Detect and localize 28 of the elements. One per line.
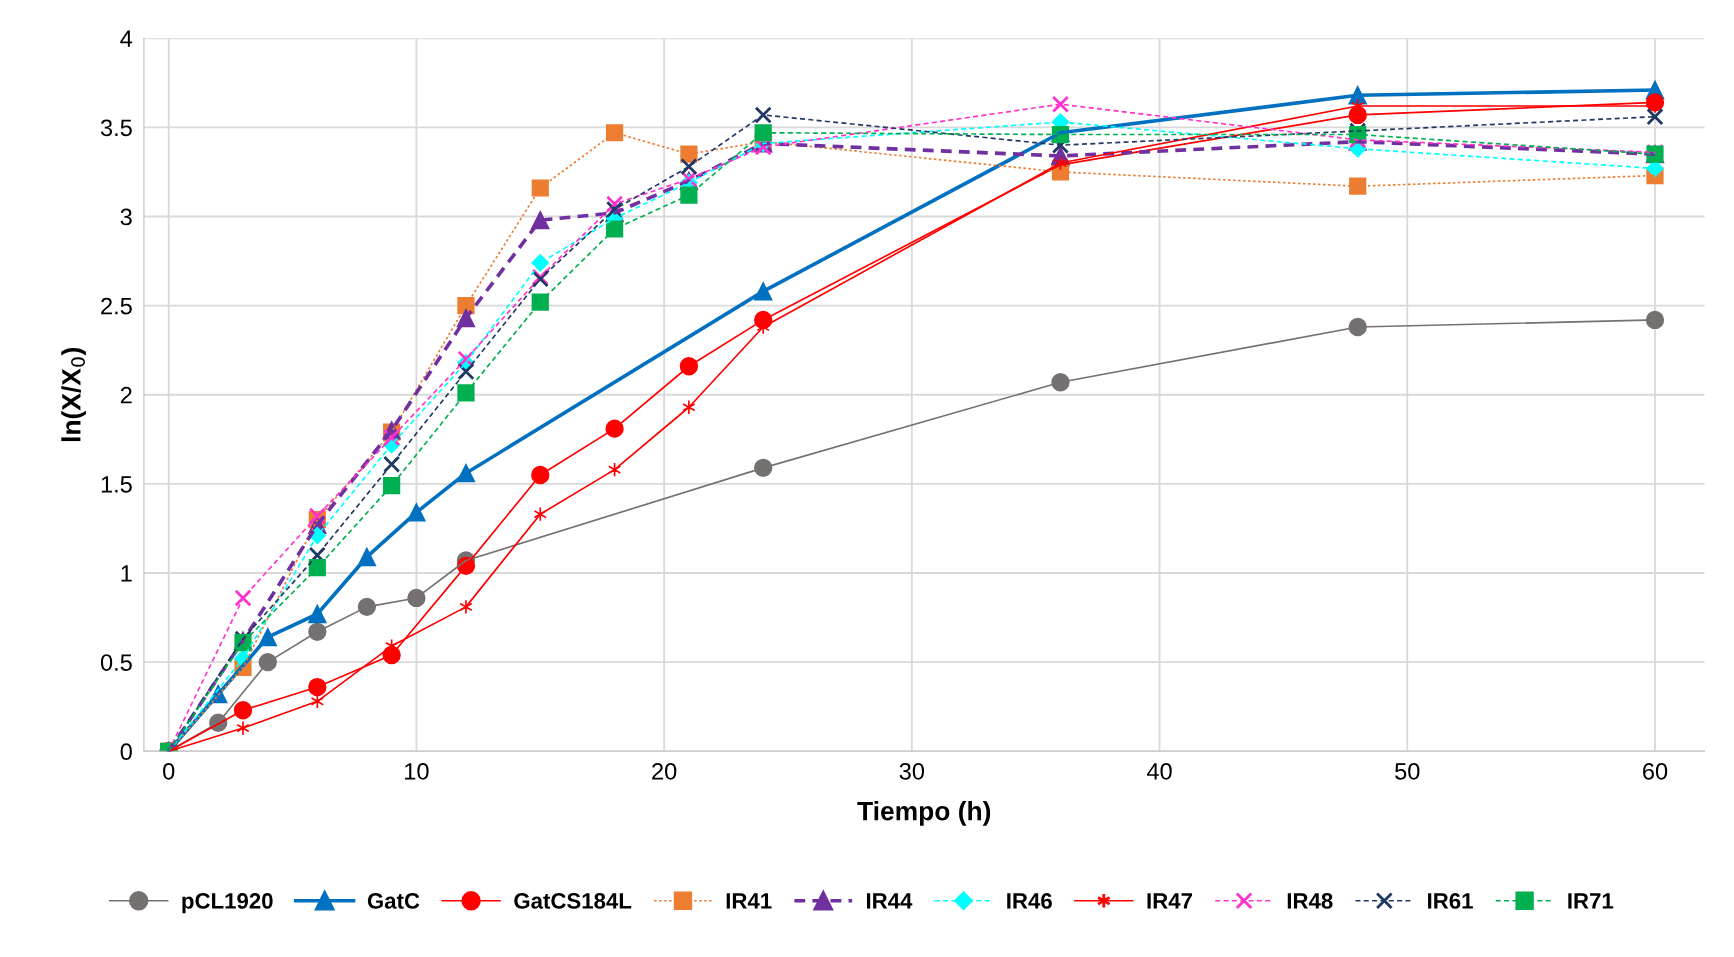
- x-tick-label: 40: [1146, 762, 1172, 780]
- y-tick-label: 1: [121, 565, 132, 582]
- legend-label: IR61: [1428, 893, 1473, 909]
- legend-label: IR41: [726, 893, 772, 909]
- y-tick-label: 4: [120, 30, 133, 47]
- legend-label: GatCS184L: [514, 893, 632, 909]
- legend-label: GatC: [367, 893, 420, 909]
- x-tick-label: 0: [163, 762, 175, 780]
- legend-label: IR47: [1147, 893, 1192, 909]
- legend-label: pCL1920: [182, 893, 273, 914]
- y-tick-label: 0.5: [100, 654, 132, 671]
- x-tick-label: 30: [899, 762, 925, 780]
- y-tick-label: 2: [120, 386, 132, 404]
- y-tick-label: 3: [120, 208, 132, 226]
- x-axis-title: Tiempo (h): [857, 801, 991, 826]
- y-tick-label: 0: [120, 743, 132, 761]
- legend-label: IR71: [1568, 893, 1614, 909]
- y-tick-label: 3.5: [100, 119, 132, 137]
- legend-label: IR46: [1007, 893, 1052, 909]
- x-tick-label: 50: [1395, 762, 1420, 780]
- y-tick-label: 1.5: [101, 476, 132, 493]
- legend-label: IR44: [866, 893, 913, 909]
- x-tick-label: 60: [1643, 762, 1668, 780]
- x-tick-label: 20: [652, 762, 677, 780]
- legend-label: IR48: [1287, 893, 1333, 909]
- x-tick-label: 10: [405, 762, 429, 780]
- y-tick-label: 2.5: [101, 297, 132, 315]
- y-axis-title: ln(X/X$_{0}$): [61, 347, 86, 442]
